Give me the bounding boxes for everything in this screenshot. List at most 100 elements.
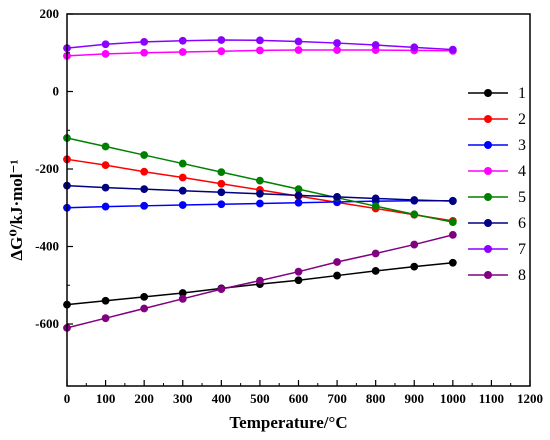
data-point-4 — [333, 46, 341, 54]
axes: 0 100 200 300 400 500 600 700 800 900 1000 1100 1200… — [35, 6, 543, 406]
data-point-7 — [410, 43, 419, 52]
legend-label-3: 3 — [518, 137, 526, 154]
data-point-2 — [101, 161, 110, 170]
data-point-8 — [371, 249, 380, 258]
legend-marker-7 — [484, 245, 492, 253]
data-point-8 — [217, 285, 226, 294]
x-tick-label: 0 — [64, 391, 71, 406]
x-tick-label: 1200 — [517, 391, 543, 406]
legend-marker-1 — [484, 89, 492, 97]
data-point-1 — [294, 276, 303, 285]
data-point-4 — [178, 48, 187, 56]
data-point-5 — [140, 151, 149, 159]
legend-label-5: 5 — [518, 189, 526, 206]
data-point-3 — [178, 201, 187, 209]
data-point-6 — [410, 196, 419, 204]
data-point-3 — [217, 200, 226, 209]
y-tick-label: -600 — [35, 316, 59, 331]
x-tick-label: 600 — [289, 391, 309, 406]
x-tick-label: 1000 — [440, 391, 466, 406]
legend-label-4: 4 — [518, 163, 526, 180]
data-point-7 — [371, 41, 380, 49]
legend-marker-3 — [484, 141, 492, 149]
x-tick-label: 900 — [405, 391, 425, 406]
data-point-2 — [217, 179, 226, 188]
data-point-6 — [256, 189, 264, 198]
data-point-1 — [371, 267, 380, 275]
data-point-4 — [294, 46, 303, 54]
data-point-6 — [140, 185, 149, 194]
data-point-8 — [294, 267, 303, 276]
x-tick-label: 400 — [212, 391, 232, 406]
data-point-1 — [410, 262, 419, 271]
x-tick-label: 300 — [173, 391, 193, 406]
data-point-7 — [178, 36, 187, 45]
y-tick-label: -400 — [35, 239, 59, 254]
data-point-7 — [294, 37, 303, 46]
data-point-1 — [333, 271, 341, 280]
data-point-1 — [101, 296, 110, 305]
data-point-4 — [217, 47, 226, 56]
data-point-5 — [178, 159, 187, 168]
x-tick-label: 200 — [134, 391, 154, 406]
x-tick-label: 800 — [366, 391, 386, 406]
data-point-6 — [294, 191, 303, 200]
x-tick-label: 500 — [250, 391, 270, 406]
data-point-5 — [256, 176, 264, 185]
y-tick-label: 200 — [40, 6, 60, 21]
data-point-1 — [140, 292, 149, 301]
data-point-8 — [333, 258, 341, 266]
data-point-8 — [101, 314, 110, 323]
data-point-2 — [178, 173, 187, 182]
data-point-7 — [140, 38, 149, 46]
data-point-5 — [410, 210, 419, 219]
data-point-3 — [256, 199, 264, 208]
data-point-4 — [256, 46, 264, 55]
legend-label-6: 6 — [518, 215, 526, 232]
data-point-6 — [178, 186, 187, 195]
data-point-6 — [333, 192, 341, 201]
data-point-3 — [140, 201, 149, 210]
data-point-5 — [217, 168, 226, 176]
data-point-4 — [140, 48, 149, 57]
legend-label-7: 7 — [518, 241, 526, 258]
data-point-1 — [448, 258, 457, 267]
data-point-7 — [333, 39, 341, 47]
data-point-8 — [448, 230, 457, 239]
data-point-3 — [101, 202, 110, 211]
x-axis-title: Temperature/°C — [229, 413, 347, 432]
legend-marker-2 — [484, 115, 492, 123]
data-point-6 — [371, 194, 380, 203]
legend-label-8: 8 — [518, 267, 526, 284]
y-axis-title: ΔG⁰/kJ·mol⁻¹ — [7, 159, 26, 260]
plot-area — [63, 36, 457, 332]
data-point-3 — [294, 198, 303, 207]
data-point-5 — [101, 142, 110, 151]
data-point-6 — [448, 197, 457, 206]
data-point-2 — [140, 167, 149, 176]
data-point-7 — [448, 45, 457, 54]
data-point-5 — [448, 218, 457, 226]
x-tick-label: 100 — [96, 391, 116, 406]
data-point-8 — [178, 294, 187, 303]
data-point-7 — [256, 36, 264, 45]
legend-marker-8 — [484, 271, 492, 279]
data-point-6 — [217, 188, 226, 197]
data-point-8 — [410, 240, 419, 249]
y-tick-label: 0 — [53, 84, 60, 99]
legend-marker-6 — [484, 219, 492, 227]
data-point-8 — [256, 276, 264, 285]
data-point-7 — [217, 36, 226, 44]
x-tick-label: 1100 — [479, 391, 504, 406]
legend-label-1: 1 — [518, 85, 526, 102]
data-point-7 — [101, 40, 110, 49]
data-point-6 — [101, 183, 110, 192]
legend-marker-5 — [484, 193, 492, 201]
data-point-8 — [140, 304, 149, 313]
data-point-4 — [101, 50, 110, 58]
legend-marker-4 — [484, 167, 492, 175]
legend-label-2: 2 — [518, 111, 526, 128]
data-point-5 — [371, 202, 380, 211]
legend: 1 2 3 4 5 6 7 8 — [468, 85, 526, 284]
